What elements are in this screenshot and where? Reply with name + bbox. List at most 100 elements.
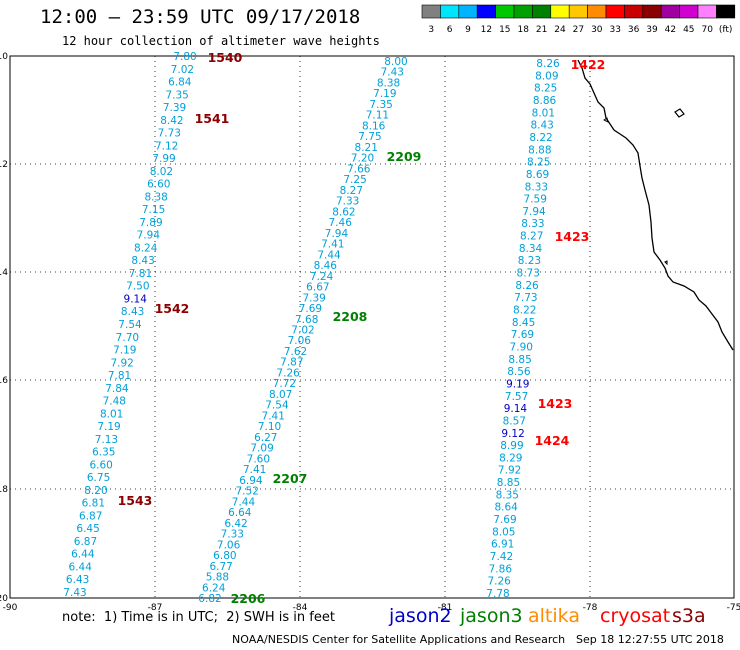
wave-height-value: 7.26 bbox=[487, 576, 511, 588]
wave-height-value: 7.39 bbox=[302, 292, 325, 304]
wave-height-value: 7.73 bbox=[158, 128, 181, 140]
wave-height-value: 7.54 bbox=[118, 319, 142, 331]
wave-height-value: 7.69 bbox=[493, 514, 516, 526]
scale-label: 18 bbox=[517, 25, 529, 35]
wave-height-value: 7.25 bbox=[343, 174, 366, 186]
wave-height-value: 7.50 bbox=[126, 281, 149, 293]
wave-height-value: 9.12 bbox=[501, 428, 524, 440]
scale-label: (ft) bbox=[719, 25, 733, 35]
wave-height-value: 6.45 bbox=[76, 523, 99, 535]
legend-jason2: jason2 bbox=[389, 605, 452, 627]
lat-label: 20 bbox=[0, 594, 8, 604]
wave-height-value: 8.85 bbox=[508, 354, 531, 366]
wave-height-value: 7.94 bbox=[522, 206, 546, 218]
time-label: 1540 bbox=[208, 50, 243, 65]
wave-height-value: 6.82 bbox=[198, 593, 221, 605]
wave-height-value: 7.99 bbox=[152, 153, 175, 165]
wave-height-value: 8.01 bbox=[532, 107, 555, 119]
wave-height-value: 8.27 bbox=[520, 231, 543, 243]
scale-label: 6 bbox=[447, 25, 453, 35]
wave-height-value: 6.87 bbox=[79, 510, 102, 522]
wave-height-value: 7.06 bbox=[288, 335, 312, 347]
wave-height-value: 6.81 bbox=[82, 498, 105, 510]
wave-height-value: 8.22 bbox=[529, 132, 552, 144]
wave-height-value: 7.90 bbox=[510, 341, 533, 353]
legend-jason3: jason3 bbox=[460, 605, 523, 627]
wave-height-value: 9.19 bbox=[506, 378, 529, 390]
island-small bbox=[603, 117, 609, 123]
timestamp-text: Sep 18 12:27:55 UTC 2018 bbox=[576, 633, 724, 646]
lon-label: -81 bbox=[438, 603, 453, 613]
coastline bbox=[577, 59, 734, 351]
wave-height-value: 7.35 bbox=[369, 99, 392, 111]
wave-height-value: 7.59 bbox=[524, 194, 547, 206]
wave-height-value: 8.02 bbox=[150, 166, 173, 178]
wave-height-value: 6.42 bbox=[224, 518, 247, 530]
wave-height-value: 7.41 bbox=[321, 239, 344, 251]
wave-height-value: 8.33 bbox=[525, 181, 548, 193]
wave-height-value: 7.94 bbox=[137, 230, 161, 242]
wave-height-value: 8.16 bbox=[362, 120, 386, 132]
wave-height-value: 6.91 bbox=[491, 539, 514, 551]
wave-height-value: 7.92 bbox=[498, 465, 521, 477]
wave-height-value: 7.12 bbox=[155, 140, 178, 152]
island-tiny bbox=[664, 260, 668, 266]
wave-height-value: 6.44 bbox=[71, 549, 95, 561]
lon-label: -87 bbox=[148, 603, 163, 613]
time-label: 1543 bbox=[118, 493, 153, 508]
wave-height-value: 6.64 bbox=[228, 507, 252, 519]
wave-height-value: 9.14 bbox=[124, 293, 148, 305]
wave-height-value: 7.73 bbox=[514, 292, 537, 304]
wave-height-value: 7.24 bbox=[310, 271, 334, 283]
wave-height-value: 7.52 bbox=[236, 486, 259, 498]
wave-height-value: 8.64 bbox=[494, 502, 518, 514]
lat-label: 14 bbox=[0, 268, 8, 278]
credit-text: NOAA/NESDIS Center for Satellite Applica… bbox=[232, 633, 566, 646]
wave-height-value: 8.29 bbox=[499, 452, 522, 464]
wave-height-value: 6.67 bbox=[306, 282, 329, 294]
scale-label: 33 bbox=[609, 25, 620, 35]
wave-height-value: 6.80 bbox=[213, 550, 236, 562]
wave-height-value: 7.26 bbox=[276, 367, 300, 379]
wave-height-value: 8.43 bbox=[131, 255, 154, 267]
wave-height-value: 8.73 bbox=[517, 268, 540, 280]
scale-label: 15 bbox=[499, 25, 510, 35]
scale-label: 24 bbox=[554, 25, 566, 35]
wave-height-value: 8.05 bbox=[492, 526, 515, 538]
track-values: 7.807.026.847.357.398.427.737.127.998.02… bbox=[63, 51, 560, 605]
wave-height-value: 7.41 bbox=[262, 410, 285, 422]
wave-height-value: 6.44 bbox=[69, 561, 93, 573]
wave-height-value: 7.69 bbox=[299, 303, 322, 315]
wave-height-value: 7.11 bbox=[366, 110, 389, 122]
scale-label: 36 bbox=[628, 25, 640, 35]
wave-height-value: 7.46 bbox=[329, 217, 353, 229]
map-title: 12:00 – 23:59 UTC 09/17/2018 bbox=[40, 6, 361, 28]
wave-height-value: 6.75 bbox=[87, 472, 110, 484]
wave-height-value: 6.60 bbox=[89, 459, 112, 471]
wave-height-value: 8.21 bbox=[355, 142, 378, 154]
wave-height-value: 7.57 bbox=[505, 391, 528, 403]
wave-height-value: 6.87 bbox=[74, 536, 97, 548]
wave-height-value: 7.09 bbox=[250, 443, 273, 455]
time-label: 1423 bbox=[538, 396, 573, 411]
wave-height-value: 7.60 bbox=[247, 453, 270, 465]
wave-height-value: 7.84 bbox=[105, 383, 129, 395]
time-label: 1542 bbox=[155, 301, 190, 316]
wave-height-value: 8.34 bbox=[519, 243, 543, 255]
wave-height-value: 5.88 bbox=[206, 572, 229, 584]
wave-height-value: 7.02 bbox=[171, 64, 194, 76]
wave-height-value: 8.25 bbox=[527, 157, 550, 169]
map-frame bbox=[9, 55, 735, 599]
wave-height-value: 8.46 bbox=[314, 260, 338, 272]
wave-height-value: 7.75 bbox=[358, 131, 381, 143]
grid-lines bbox=[10, 56, 734, 598]
wave-height-value: 8.45 bbox=[512, 317, 535, 329]
wave-height-value: 7.87 bbox=[280, 357, 303, 369]
legend-altika: altika bbox=[528, 605, 580, 627]
wave-height-value: 7.54 bbox=[265, 400, 289, 412]
scale-label: 42 bbox=[665, 25, 676, 35]
wave-height-value: 7.89 bbox=[139, 217, 162, 229]
scale-label: 27 bbox=[573, 25, 584, 35]
scale-label: 30 bbox=[591, 25, 603, 35]
